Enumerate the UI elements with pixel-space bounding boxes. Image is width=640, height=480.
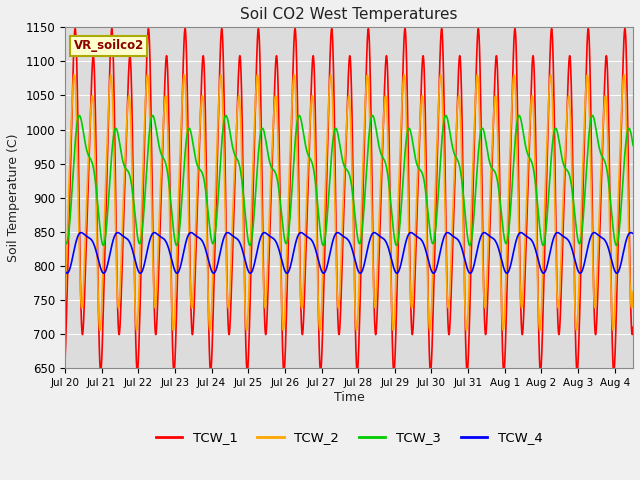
TCW_4 bbox=[63, 270, 71, 276]
TCW_3 bbox=[612, 242, 620, 248]
TCW_1 bbox=[629, 324, 637, 330]
TCW_2 bbox=[304, 171, 312, 177]
Line: TCW_2: TCW_2 bbox=[65, 75, 633, 330]
TCW_3 bbox=[126, 173, 134, 179]
TCW_2 bbox=[620, 72, 628, 78]
TCW_1 bbox=[134, 369, 141, 375]
TCW_2 bbox=[618, 95, 626, 101]
TCW_1 bbox=[61, 359, 69, 364]
Text: VR_soilco2: VR_soilco2 bbox=[74, 39, 144, 52]
TCW_3 bbox=[61, 238, 69, 243]
TCW_2 bbox=[170, 327, 177, 333]
TCW_1 bbox=[304, 195, 312, 201]
TCW_4 bbox=[160, 236, 168, 241]
TCW_1 bbox=[279, 358, 287, 364]
TCW_3 bbox=[304, 151, 312, 156]
TCW_3 bbox=[76, 113, 83, 119]
TCW_3 bbox=[279, 225, 287, 231]
TCW_4 bbox=[618, 255, 626, 261]
Y-axis label: Soil Temperature (C): Soil Temperature (C) bbox=[7, 133, 20, 262]
TCW_2 bbox=[61, 306, 69, 312]
TCW_4 bbox=[126, 240, 134, 246]
TCW_2 bbox=[629, 288, 637, 294]
TCW_2 bbox=[126, 97, 134, 103]
TCW_4 bbox=[557, 232, 565, 238]
TCW_4 bbox=[629, 231, 637, 237]
TCW_1 bbox=[126, 53, 134, 59]
TCW_3 bbox=[160, 156, 168, 162]
X-axis label: Time: Time bbox=[333, 391, 364, 404]
TCW_3 bbox=[618, 188, 626, 193]
TCW_1 bbox=[618, 89, 626, 95]
TCW_3 bbox=[629, 143, 637, 148]
TCW_1 bbox=[474, 26, 482, 32]
TCW_1 bbox=[557, 291, 565, 297]
TCW_2 bbox=[557, 260, 564, 266]
TCW_4 bbox=[61, 268, 69, 274]
Line: TCW_4: TCW_4 bbox=[65, 233, 633, 273]
Legend: TCW_1, TCW_2, TCW_3, TCW_4: TCW_1, TCW_2, TCW_3, TCW_4 bbox=[150, 426, 548, 450]
Line: TCW_1: TCW_1 bbox=[65, 29, 633, 372]
TCW_4 bbox=[279, 262, 287, 268]
TCW_2 bbox=[279, 327, 287, 333]
TCW_2 bbox=[159, 118, 167, 124]
TCW_4 bbox=[517, 230, 525, 236]
TCW_3 bbox=[557, 149, 564, 155]
TCW_4 bbox=[304, 234, 312, 240]
Title: Soil CO2 West Temperatures: Soil CO2 West Temperatures bbox=[240, 7, 458, 22]
Line: TCW_3: TCW_3 bbox=[65, 116, 633, 245]
TCW_1 bbox=[160, 116, 168, 122]
